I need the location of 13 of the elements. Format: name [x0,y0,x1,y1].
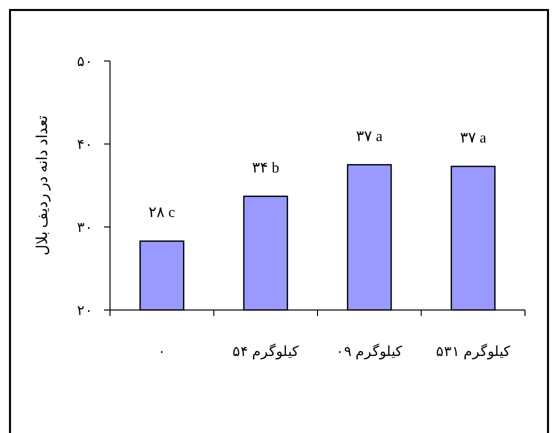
y-tick-label: ۴۰ [77,138,93,153]
data-label: ۳۴ b [252,160,280,176]
y-tick-label: ۵۰ [77,54,93,70]
data-label: ۳۷ a [460,130,487,146]
data-label: ۳۷ a [356,128,383,145]
x-tick-label: کیلوگرم ۵۴ [232,343,299,360]
x-tick-label: ۰ [158,345,166,360]
y-tick-label: ۳۰ [77,220,93,236]
x-tick-label: کیلوگرم ۵۳۱ [436,343,510,360]
data-label: ۲۸ c [148,205,176,222]
y-tick-label: ۲۰ [77,304,93,319]
y-axis-title: تعداد دانه در ردیف بلال [35,116,51,256]
x-tick-label: کیلوگرم ۰۹ [336,343,403,360]
